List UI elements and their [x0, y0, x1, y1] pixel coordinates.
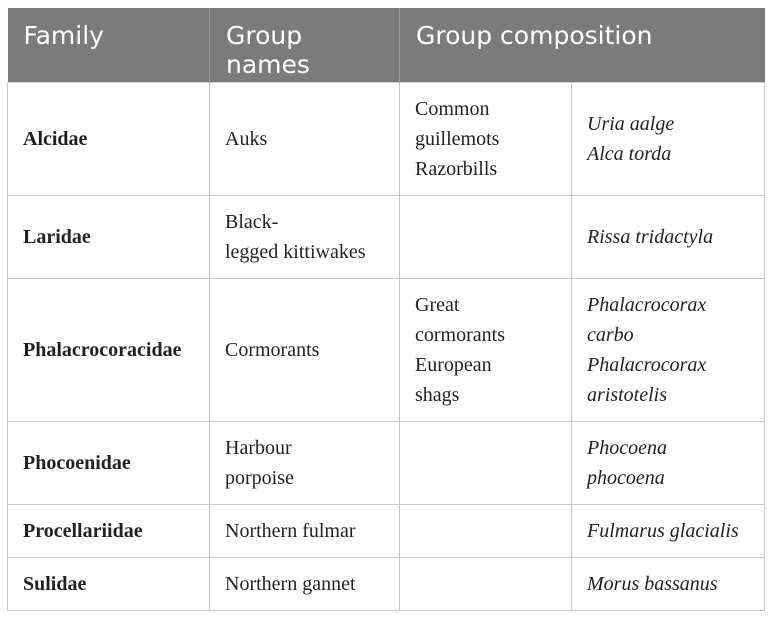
header-group-names: Group names	[209, 8, 400, 82]
group-name-cell: Black- legged kittiwakes	[209, 194, 400, 279]
table-header: Family Group names Group composition	[7, 8, 765, 82]
species-table: Family Group names Group composition Alc…	[7, 8, 766, 611]
composition-cell	[399, 556, 572, 611]
group-name-cell: Cormorants	[209, 277, 400, 422]
composition-line: guillemots	[415, 127, 500, 150]
table-body: Alcidae Auks Common guillemots Razorbill…	[7, 81, 766, 611]
group-name-line: Cormorants	[225, 338, 320, 361]
composition-cell	[399, 194, 572, 279]
composition-cell	[399, 503, 572, 558]
scientific-name-line: Alca torda	[587, 142, 672, 165]
group-name-cell: Northern fulmar	[209, 503, 400, 558]
group-name-line: Black-	[225, 210, 279, 233]
composition-line: Great	[415, 293, 460, 316]
composition-cell	[399, 420, 572, 505]
composition-line: Common	[415, 97, 490, 120]
group-name-line: Harbour	[225, 436, 292, 459]
scientific-name-line: Phalacrocorax	[587, 353, 707, 376]
table-row: Sulidae Northern gannet Morus bassanus	[7, 556, 766, 611]
family-cell: Alcidae	[7, 81, 210, 196]
table-row: Phalacrocoracidae Cormorants Great cormo…	[7, 277, 766, 422]
group-name-line: porpoise	[225, 466, 294, 489]
composition-cell: Great cormorants European shags	[399, 277, 572, 422]
family-cell: Phalacrocoracidae	[7, 277, 210, 422]
scientific-name-line: phocoena	[587, 466, 665, 489]
group-name-line: Auks	[225, 127, 268, 150]
composition-line: Razorbills	[415, 157, 498, 180]
table-row: Laridae Black- legged kittiwakes Rissa t…	[7, 194, 766, 279]
header-group-names-line: names	[226, 50, 310, 79]
group-name-line: Northern gannet	[225, 572, 356, 595]
composition-line: European	[415, 353, 492, 376]
header-family: Family	[7, 8, 210, 82]
scientific-name-line: Rissa tridactyla	[587, 225, 714, 248]
scientific-name-line: carbo	[587, 323, 634, 346]
family-cell: Phocoenidae	[7, 420, 210, 505]
scientific-name-cell: Uria aalge Alca torda	[570, 81, 766, 196]
group-name-line: legged kittiwakes	[225, 240, 366, 263]
scientific-name-line: Phalacrocorax	[587, 293, 707, 316]
group-name-line: Northern fulmar	[225, 519, 356, 542]
group-name-cell: Northern gannet	[209, 556, 400, 611]
family-cell: Sulidae	[7, 556, 210, 611]
composition-cell: Common guillemots Razorbills	[399, 81, 572, 196]
scientific-name-line: Morus bassanus	[587, 572, 718, 595]
header-group-composition: Group composition	[398, 8, 765, 82]
scientific-name-line: Phocoena	[587, 436, 667, 459]
table-row: Phocoenidae Harbour porpoise Phocoena ph…	[7, 420, 766, 505]
scientific-name-cell: Rissa tridactyla	[570, 194, 766, 279]
table-row: Procellariidae Northern fulmar Fulmarus …	[7, 503, 766, 558]
family-cell: Laridae	[7, 194, 210, 279]
scientific-name-cell: Phocoena phocoena	[570, 420, 766, 505]
composition-line: shags	[415, 383, 460, 406]
scientific-name-line: aristotelis	[587, 383, 668, 406]
table-row: Alcidae Auks Common guillemots Razorbill…	[7, 81, 766, 196]
scientific-name-cell: Morus bassanus	[570, 556, 766, 611]
group-name-cell: Auks	[209, 81, 400, 196]
scientific-name-cell: Fulmarus glacialis	[570, 503, 766, 558]
scientific-name-line: Fulmarus glacialis	[587, 519, 739, 542]
family-cell: Procellariidae	[7, 503, 210, 558]
header-row: Family Group names Group composition	[7, 8, 765, 82]
group-name-cell: Harbour porpoise	[209, 420, 400, 505]
header-group-names-line: Group	[226, 21, 303, 50]
composition-line: cormorants	[415, 323, 505, 346]
scientific-name-cell: Phalacrocorax carbo Phalacrocorax aristo…	[570, 277, 766, 422]
scientific-name-line: Uria aalge	[587, 112, 675, 135]
